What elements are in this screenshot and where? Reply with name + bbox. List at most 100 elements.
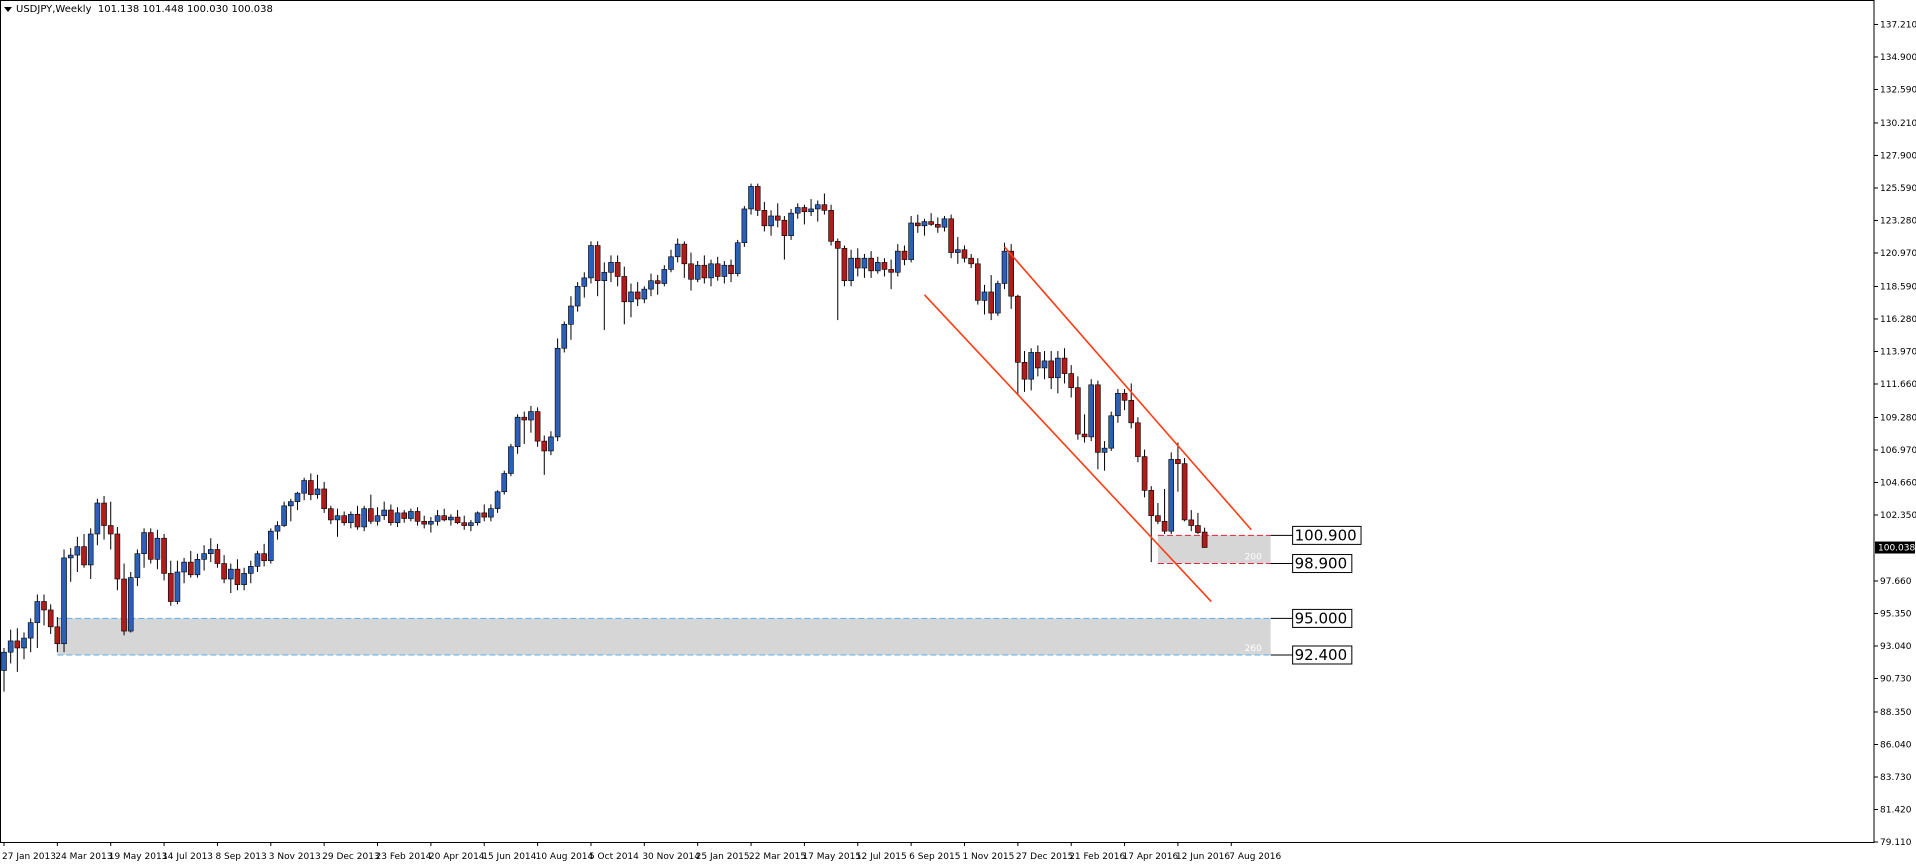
candle-bull [1,651,7,671]
candle-bull [247,566,254,574]
candle-bull [861,257,868,269]
y-tick-label: 132.590 [1880,85,1916,95]
x-tick-label: 12 Jul 2015 [856,852,907,862]
x-tick-label: 27 Dec 2015 [1016,852,1074,862]
candle-bear [654,280,661,284]
x-tick-label: 21 Feb 2016 [1069,852,1125,862]
candle-bull [788,212,794,236]
candle-bull [1101,447,1108,453]
candle-bull [794,207,801,214]
candle-bull [661,269,668,284]
candle-bull [508,446,514,474]
candle-bear [1141,456,1148,491]
x-tick-label: 19 May 2013 [109,852,168,862]
channel-line-0 [1003,246,1252,531]
candle-bear [167,573,174,602]
candle-bear [1035,352,1041,369]
x-tick-label: 20 Apr 2014 [429,852,485,862]
candle-bull [1088,384,1095,438]
candle-bull [608,262,614,273]
candle-bear [781,219,788,236]
candle-bear [41,601,47,611]
candle-bull [648,280,654,290]
y-tick-label: 130.210 [1880,119,1916,129]
candle-bull [1115,392,1121,417]
candle-bear [14,640,21,649]
candle-bear [1135,422,1141,457]
y-tick-label: 90.730 [1880,674,1912,684]
y-tick-label: 134.900 [1880,53,1916,63]
candle-bull [1055,357,1061,379]
dropdown-triangle-icon[interactable] [4,6,12,12]
candle-bear [454,516,461,524]
candle-bull [181,561,187,573]
y-tick-label: 120.970 [1880,249,1916,259]
x-tick-label: 12 Jun 2016 [1176,852,1230,862]
plot-frame [0,0,1875,843]
x-tick-label: 17 Apr 2016 [1123,852,1179,862]
candle-bear [1095,384,1101,453]
candle-bear [214,549,221,564]
candle-bull [721,264,728,277]
candle-bull [408,511,414,519]
candle-bull [668,256,674,270]
x-tick-label: 25 Jan 2015 [696,852,750,862]
candle-bull [768,215,774,227]
candle-bull [1041,360,1048,369]
candle-bear [821,204,828,211]
candle-bull [874,262,881,272]
candle-bear [621,276,628,303]
candle-bull [548,436,554,452]
candle-bear [541,440,548,452]
candle-bull [348,513,354,524]
candle-bear [1161,521,1168,532]
candle-bear [234,568,241,585]
candle-bull [227,568,234,580]
candle-bear [1021,362,1028,380]
candle-bear [761,210,768,227]
candle-bear [1008,250,1014,297]
candle-bull [448,516,454,521]
candle-bull [808,208,814,213]
support-zone-0 [1157,535,1271,564]
candle-bull [674,243,681,258]
support-zone-1 [57,618,1271,655]
candle-bear [634,291,641,300]
candle-bear [1148,490,1155,516]
candle-bear [701,264,708,279]
candle-bear [107,525,114,535]
y-tick-label: 93.040 [1880,642,1912,652]
candle-bull [494,491,501,509]
candle-bear [901,250,908,260]
candle-bull [848,257,854,281]
x-tick-label: 23 Feb 2014 [376,852,432,862]
x-tick-label: 7 Aug 2016 [1229,852,1281,862]
candle-bear [948,218,954,253]
level-label-1: 98.900 [1295,555,1348,573]
candle-bull [941,218,948,228]
candle-bear [961,249,968,259]
candle-bull [314,488,321,495]
candle-bull [154,537,161,560]
candle-bear [714,263,721,277]
level-label-2: 95.000 [1295,609,1348,627]
candle-bull [1028,352,1034,380]
candle-bear [1121,392,1128,401]
candle-bull [281,505,287,526]
symbol-label: USDJPY,Weekly [16,4,92,15]
x-tick-label: 27 Jan 2013 [2,852,56,862]
candle-bear [321,488,327,509]
candle-bear [1201,531,1208,548]
candle-bear [1015,295,1021,363]
y-tick-label: 104.660 [1880,478,1916,488]
candle-bear [421,521,428,525]
candle-bear [888,269,894,273]
candle-bull [434,515,441,522]
candle-bear [1195,525,1201,533]
candle-bear [1048,360,1054,379]
candle-bull [488,508,494,518]
candle-bear [261,553,267,562]
y-tick-label: 83.730 [1880,773,1912,783]
chart-header: USDJPY,Weekly 101.138 101.448 100.030 10… [4,4,273,15]
